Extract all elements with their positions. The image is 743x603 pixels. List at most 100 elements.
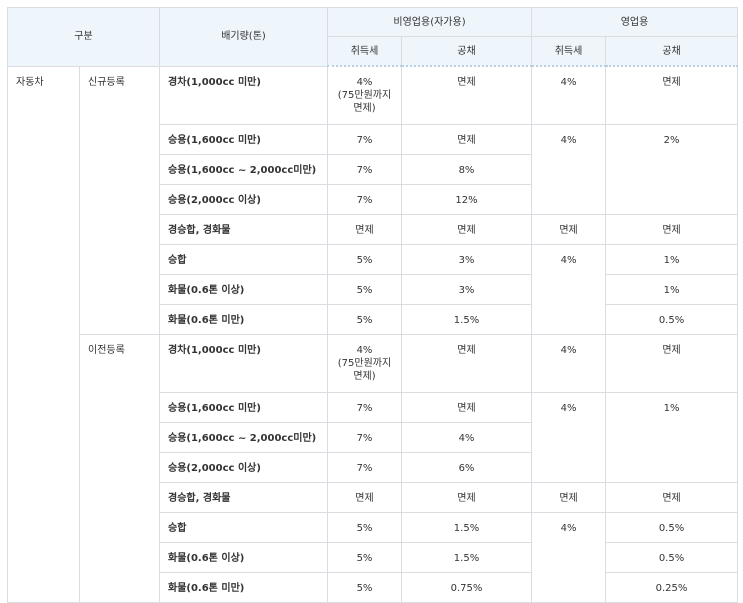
vehicle-type-cell: 경승합, 경화물 — [159, 482, 328, 513]
table-body: 자동차 신규등록 경차(1,000cc 미만) 4% (75만원까지 면제) 면… — [7, 65, 739, 603]
deduction-cell: 1.5% — [400, 542, 533, 573]
commercial-acquisition-tax-cell: 면제 — [531, 482, 607, 513]
deduction-cell: 면제 — [400, 65, 533, 125]
deduction-cell: 12% — [400, 184, 533, 215]
deduction-cell: 1.5% — [400, 512, 533, 543]
section-name-cell: 신규등록 — [79, 65, 160, 335]
header-displacement: 배기량(톤) — [159, 7, 328, 67]
table-row: 승용(2,000cc 이상) 7% 12% — [8, 184, 738, 215]
vehicle-type-cell: 화물(0.6톤 이상) — [159, 542, 328, 573]
deduction-cell: 3% — [400, 244, 533, 275]
header-acquisition-tax-commercial: 취득세 — [531, 36, 607, 67]
commercial-deduction-cell: 면제 — [605, 214, 739, 245]
vehicle-type-cell: 화물(0.6톤 미만) — [159, 304, 328, 335]
vehicle-type-cell: 화물(0.6톤 이상) — [159, 274, 328, 305]
table-header: 구분 배기량(톤) 비영업용(자가용) 영업용 취득세 공채 취득세 공채 — [7, 7, 739, 67]
table-row: 자동차 신규등록 경차(1,000cc 미만) 4% (75만원까지 면제) 면… — [7, 65, 739, 603]
table-row: 화물(0.6톤 이상) 5% 1.5% 0.5% — [8, 542, 739, 573]
commercial-deduction-cell: 0.5% — [605, 542, 739, 573]
vehicle-type-cell: 승합 — [159, 244, 328, 275]
commercial-acquisition-tax-cell: 면제 — [531, 214, 607, 245]
vehicle-type-cell: 승용(1,600cc ~ 2,000cc미만) — [159, 154, 328, 185]
table-row: 경승합, 경화물 면제 면제 면제 면제 — [8, 214, 739, 245]
acquisition-tax-cell: 5% — [327, 244, 402, 275]
vehicle-type-cell: 경차(1,000cc 미만) — [159, 65, 328, 125]
header-commercial: 영업용 — [531, 7, 739, 37]
commercial-deduction-cell: 1% — [605, 392, 739, 483]
table-row: 이전등록 경차(1,000cc 미만) 4% (75만원까지 면제) 면제 4%… — [8, 334, 739, 603]
deduction-cell: 0.75% — [400, 572, 533, 603]
acquisition-tax-cell: 7% — [327, 124, 402, 155]
vehicle-type-cell: 승용(1,600cc 미만) — [159, 124, 328, 155]
acquisition-tax-note-1: (75만원까지 — [337, 358, 392, 369]
acquisition-tax-cell: 7% — [327, 184, 402, 215]
commercial-deduction-cell: 1% — [605, 274, 739, 305]
deduction-cell: 면제 — [400, 392, 533, 423]
table-row: 화물(0.6톤 미만) 5% 1.5% 0.5% — [8, 304, 739, 335]
category-cell: 자동차 — [7, 65, 80, 603]
vehicle-type-cell: 승용(2,000cc 이상) — [159, 184, 328, 215]
commercial-deduction-cell: 면제 — [605, 482, 739, 513]
table-row: 승합 5% 3% 4% 1% — [8, 244, 739, 335]
acquisition-tax-note-2: 면제) — [353, 103, 376, 114]
deduction-cell: 6% — [400, 452, 533, 483]
acquisition-tax-note-2: 면제) — [353, 371, 376, 382]
acquisition-tax-cell: 4% (75만원까지 면제) — [327, 334, 402, 393]
acquisition-tax-note-1: (75만원까지 — [337, 90, 392, 101]
table-row: 경승합, 경화물 면제 면제 면제 면제 — [8, 482, 739, 513]
deduction-cell: 면제 — [400, 482, 533, 513]
vehicle-type-cell: 승합 — [159, 512, 328, 543]
vehicle-type-cell: 승용(2,000cc 이상) — [159, 452, 328, 483]
deduction-cell: 1.5% — [400, 304, 533, 335]
commercial-acquisition-tax-cell: 4% — [531, 392, 607, 483]
header-group: 구분 — [7, 7, 160, 67]
acquisition-tax-cell: 7% — [327, 154, 402, 185]
acquisition-tax-cell: 7% — [327, 422, 402, 453]
table-row: 승용(1,600cc 미만) 7% 면제 4% 1% — [8, 392, 739, 483]
acquisition-tax-cell: 5% — [327, 512, 402, 543]
vehicle-type-cell: 경승합, 경화물 — [159, 214, 328, 245]
commercial-deduction-cell: 0.25% — [605, 572, 739, 603]
acquisition-tax-value: 4% — [356, 77, 373, 88]
header-acquisition-tax-noncommercial: 취득세 — [327, 36, 402, 67]
tax-rate-table: 구분 배기량(톤) 비영업용(자가용) 영업용 취득세 공채 취득세 공채 자동… — [7, 7, 739, 603]
header-row-2: 취득세 공채 취득세 공채 — [8, 36, 739, 67]
deduction-cell: 8% — [400, 154, 533, 185]
commercial-deduction-cell: 1% — [605, 244, 739, 275]
deduction-cell: 면제 — [400, 124, 533, 155]
deduction-cell: 면제 — [400, 334, 533, 393]
commercial-deduction-cell: 면제 — [605, 65, 739, 125]
header-row-1: 구분 배기량(톤) 비영업용(자가용) 영업용 — [7, 7, 739, 67]
section-name-cell: 이전등록 — [79, 334, 160, 603]
acquisition-tax-cell: 5% — [327, 304, 402, 335]
deduction-cell: 면제 — [400, 214, 533, 245]
acquisition-tax-cell: 5% — [327, 572, 402, 603]
commercial-acquisition-tax-cell: 4% — [531, 334, 607, 393]
table-row: 승합 5% 1.5% 4% 0.5% — [8, 512, 739, 603]
acquisition-tax-cell: 5% — [327, 542, 402, 573]
acquisition-tax-value: 4% — [356, 345, 373, 356]
header-deduction-commercial: 공채 — [605, 36, 739, 67]
header-non-commercial: 비영업용(자가용) — [326, 7, 533, 37]
acquisition-tax-cell: 4% (75만원까지 면제) — [327, 65, 402, 125]
acquisition-tax-cell: 7% — [327, 452, 402, 483]
commercial-deduction-cell: 면제 — [605, 334, 739, 393]
vehicle-type-cell: 화물(0.6톤 미만) — [159, 572, 328, 603]
commercial-acquisition-tax-cell: 4% — [531, 65, 607, 125]
deduction-cell: 3% — [400, 274, 533, 305]
acquisition-tax-cell: 면제 — [327, 482, 402, 513]
commercial-acquisition-tax-cell: 4% — [531, 124, 607, 215]
deduction-cell: 4% — [400, 422, 533, 453]
vehicle-type-cell: 경차(1,000cc 미만) — [159, 334, 328, 393]
vehicle-type-cell: 승용(1,600cc ~ 2,000cc미만) — [159, 422, 328, 453]
commercial-acquisition-tax-cell: 4% — [531, 244, 607, 335]
commercial-deduction-cell: 2% — [605, 124, 739, 215]
acquisition-tax-cell: 면제 — [327, 214, 402, 245]
acquisition-tax-cell: 5% — [327, 274, 402, 305]
commercial-deduction-cell: 0.5% — [605, 512, 739, 543]
table-row: 승용(1,600cc ~ 2,000cc미만) 7% 8% — [8, 154, 738, 185]
vehicle-type-cell: 승용(1,600cc 미만) — [159, 392, 328, 423]
acquisition-tax-cell: 7% — [327, 392, 402, 423]
commercial-acquisition-tax-cell: 4% — [531, 512, 607, 603]
header-deduction-noncommercial: 공채 — [400, 36, 533, 67]
